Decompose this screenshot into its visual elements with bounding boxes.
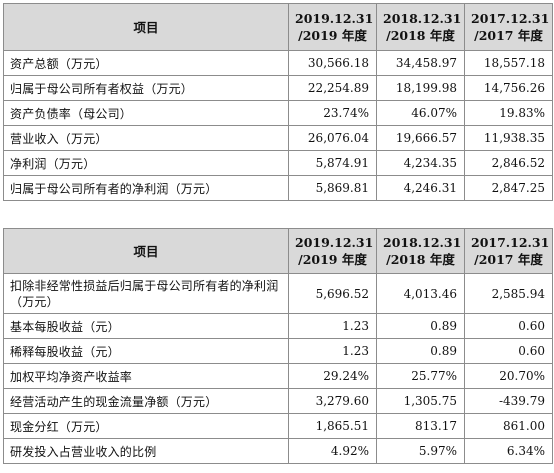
header-col-2018: 2018.12.31 /2018 年度: [376, 228, 465, 274]
row-value-2019: 29.24%: [288, 363, 377, 389]
header-col-2018-year: /2018 年度: [386, 28, 455, 43]
table-row: 稀释每股收益（元） 1.23 0.89 0.60: [3, 338, 553, 364]
row-value-2017: 18,557.18: [464, 50, 553, 76]
row-value-2017: 11,938.35: [464, 125, 553, 151]
row-value-2019: 1,865.51: [288, 413, 377, 439]
row-value-2018: 4,246.31: [376, 175, 465, 201]
row-label: 稀释每股收益（元）: [3, 338, 289, 364]
row-value-2018: 813.17: [376, 413, 465, 439]
financial-table-2: 项目 2019.12.31 /2019 年度 2018.12.31 /2018 …: [3, 228, 553, 464]
row-value-2017: 14,756.26: [464, 75, 553, 101]
row-label: 研发投入占营业收入的比例: [3, 438, 289, 464]
table-row: 经营活动产生的现金流量净额（万元） 3,279.60 1,305.75 -439…: [3, 388, 553, 414]
table-row: 研发投入占营业收入的比例 4.92% 5.97% 6.34%: [3, 438, 553, 464]
header-col-2019: 2019.12.31 /2019 年度: [288, 3, 377, 51]
header-col-2018: 2018.12.31 /2018 年度: [376, 3, 465, 51]
header-col-2019-year: /2019 年度: [298, 252, 367, 267]
row-value-2018: 0.89: [376, 338, 465, 364]
row-value-2018: 5.97%: [376, 438, 465, 464]
header-item: 项目: [3, 3, 289, 51]
row-value-2018: 0.89: [376, 313, 465, 339]
row-value-2019: 30,566.18: [288, 50, 377, 76]
table-header-row: 项目 2019.12.31 /2019 年度 2018.12.31 /2018 …: [3, 3, 553, 51]
header-col-2017: 2017.12.31 /2017 年度: [464, 228, 553, 274]
table-header-row: 项目 2019.12.31 /2019 年度 2018.12.31 /2018 …: [3, 228, 553, 274]
row-value-2017: 2,846.52: [464, 150, 553, 176]
row-value-2019: 1.23: [288, 313, 377, 339]
table-row: 营业收入（万元） 26,076.04 19,666.57 11,938.35: [3, 125, 553, 151]
row-value-2018: 25.77%: [376, 363, 465, 389]
financial-table-1: 项目 2019.12.31 /2019 年度 2018.12.31 /2018 …: [3, 3, 553, 201]
table-row: 净利润（万元） 5,874.91 4,234.35 2,846.52: [3, 150, 553, 176]
row-value-2019: 4.92%: [288, 438, 377, 464]
row-value-2018: 46.07%: [376, 100, 465, 126]
row-value-2017: 2,585.94: [464, 273, 553, 314]
table-row: 资产负债率（母公司） 23.74% 46.07% 19.83%: [3, 100, 553, 126]
table-row: 归属于母公司所有者的净利润（万元） 5,869.81 4,246.31 2,84…: [3, 175, 553, 201]
row-value-2019: 5,874.91: [288, 150, 377, 176]
row-label: 营业收入（万元）: [3, 125, 289, 151]
row-value-2019: 23.74%: [288, 100, 377, 126]
header-col-2019-date: 2019.12.31: [295, 11, 374, 26]
row-value-2017: 19.83%: [464, 100, 553, 126]
header-col-2017-date: 2017.12.31: [471, 235, 550, 250]
row-label: 扣除非经常性损益后归属于母公司所有者的净利润（万元）: [3, 273, 289, 314]
row-value-2019: 22,254.89: [288, 75, 377, 101]
row-value-2018: 4,234.35: [376, 150, 465, 176]
header-col-2017-date: 2017.12.31: [471, 11, 550, 26]
row-label: 基本每股收益（元）: [3, 313, 289, 339]
row-label: 归属于母公司所有者的净利润（万元）: [3, 175, 289, 201]
row-value-2017: 20.70%: [464, 363, 553, 389]
row-value-2017: 861.00: [464, 413, 553, 439]
row-label: 加权平均净资产收益率: [3, 363, 289, 389]
row-value-2017: 6.34%: [464, 438, 553, 464]
header-col-2019-year: /2019 年度: [298, 28, 367, 43]
row-label: 经营活动产生的现金流量净额（万元）: [3, 388, 289, 414]
row-value-2017: 2,847.25: [464, 175, 553, 201]
row-value-2017: 0.60: [464, 338, 553, 364]
header-col-2017: 2017.12.31 /2017 年度: [464, 3, 553, 51]
row-label: 净利润（万元）: [3, 150, 289, 176]
header-col-2019: 2019.12.31 /2019 年度: [288, 228, 377, 274]
row-label: 资产负债率（母公司）: [3, 100, 289, 126]
row-value-2019: 26,076.04: [288, 125, 377, 151]
row-value-2018: 4,013.46: [376, 273, 465, 314]
table-row: 资产总额（万元） 30,566.18 34,458.97 18,557.18: [3, 50, 553, 76]
row-value-2018: 19,666.57: [376, 125, 465, 151]
header-col-2018-date: 2018.12.31: [383, 11, 462, 26]
row-value-2018: 1,305.75: [376, 388, 465, 414]
table-row: 加权平均净资产收益率 29.24% 25.77% 20.70%: [3, 363, 553, 389]
row-value-2019: 1.23: [288, 338, 377, 364]
header-item: 项目: [3, 228, 289, 274]
table-row: 归属于母公司所有者权益（万元） 22,254.89 18,199.98 14,7…: [3, 75, 553, 101]
row-value-2019: 5,869.81: [288, 175, 377, 201]
header-col-2017-year: /2017 年度: [474, 28, 543, 43]
row-value-2018: 18,199.98: [376, 75, 465, 101]
row-value-2017: -439.79: [464, 388, 553, 414]
header-col-2017-year: /2017 年度: [474, 252, 543, 267]
row-label: 归属于母公司所有者权益（万元）: [3, 75, 289, 101]
row-value-2019: 5,696.52: [288, 273, 377, 314]
row-label: 资产总额（万元）: [3, 50, 289, 76]
row-value-2018: 34,458.97: [376, 50, 465, 76]
table-row: 扣除非经常性损益后归属于母公司所有者的净利润（万元） 5,696.52 4,01…: [3, 273, 553, 314]
row-label: 现金分红（万元）: [3, 413, 289, 439]
table-row: 基本每股收益（元） 1.23 0.89 0.60: [3, 313, 553, 339]
table-row: 现金分红（万元） 1,865.51 813.17 861.00: [3, 413, 553, 439]
header-col-2018-year: /2018 年度: [386, 252, 455, 267]
header-col-2018-date: 2018.12.31: [383, 235, 462, 250]
header-col-2019-date: 2019.12.31: [295, 235, 374, 250]
row-value-2019: 3,279.60: [288, 388, 377, 414]
row-value-2017: 0.60: [464, 313, 553, 339]
